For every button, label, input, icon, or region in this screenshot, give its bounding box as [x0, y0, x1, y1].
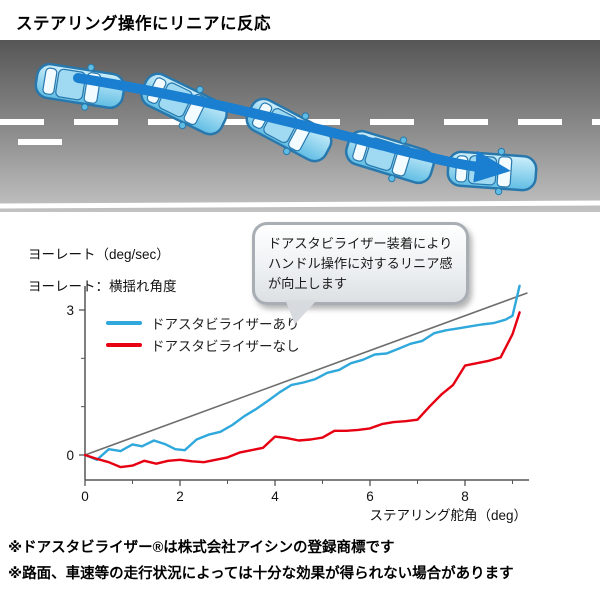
series-ドアスタビライザーあり [83, 284, 521, 462]
footnote-trademark: ※ドアスタビライザー®は株式会社アイシンの登録商標です [8, 540, 395, 556]
y-tick-label: 0 [66, 448, 74, 463]
y-tick-label: 3 [66, 303, 74, 318]
callout-bubble: ドアスタビライザー装着により ハンドル操作に対するリニア感 が向上します [252, 222, 469, 325]
x-tick-label: 0 [81, 489, 89, 504]
chart-legend: ドアスタビライザーあり ドアスタビライザーなし [106, 312, 300, 356]
x-tick-label: 8 [461, 489, 469, 504]
legend-label-without: ドアスタビライザーなし [151, 339, 300, 354]
callout-text-line: が向上します [268, 275, 348, 291]
legend-label-with: ドアスタビライザーあり [151, 317, 300, 332]
y-axis-label-units: ヨーレート（deg/sec） [28, 247, 170, 262]
legend-item-without: ドアスタビライザーなし [106, 334, 300, 356]
road-illustration [0, 40, 600, 212]
x-tick-label: 2 [176, 489, 184, 504]
x-axis-label: ステアリング舵角（deg） [369, 508, 527, 523]
callout-text-line: ハンドル操作に対するリニア感 [268, 255, 453, 271]
callout-text-line: ドアスタビライザー装着により [268, 236, 453, 251]
x-tick-label: 6 [366, 489, 374, 504]
series-リニア基準線 [84, 292, 528, 456]
legend-item-with: ドアスタビライザーあり [106, 312, 300, 334]
series-ドアスタビライザーなし [83, 311, 521, 469]
x-tick-label: 4 [271, 489, 279, 504]
footnote-disclaimer: ※路面、車速等の走行状況によっては十分な効果が得られない場合があります [8, 566, 514, 582]
legend-swatch-without [106, 343, 142, 347]
page-title: ステアリング操作にリニアに反応 [16, 15, 271, 33]
motion-arrow-icon [73, 73, 511, 183]
lane-solid-line [0, 200, 600, 209]
y-axis-label-description: ヨーレート：横揺れ角度 [28, 279, 177, 294]
yaw-rate-chart: 0 2 4 6 8 0 3 [66, 284, 529, 504]
legend-swatch-with [106, 321, 142, 325]
